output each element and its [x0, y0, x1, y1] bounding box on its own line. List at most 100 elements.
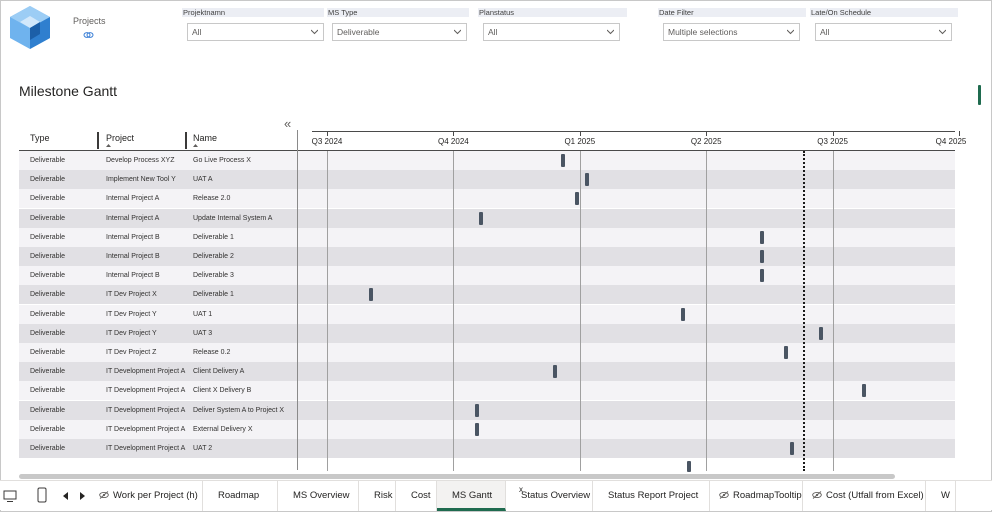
row-type: Deliverable [30, 291, 66, 299]
row-project: IT Dev Project Z [106, 349, 157, 356]
tab-cost-utfall-from-excel[interactable]: Cost (Utfall from Excel) [803, 481, 926, 511]
slicer-dropdown[interactable]: All [187, 23, 324, 41]
axis-tick-label: Q2 2025 [690, 137, 722, 146]
tab-status-overview[interactable]: Status Overview [506, 481, 593, 511]
close-tab-icon[interactable]: x [519, 485, 523, 494]
quarter-gridline [706, 151, 708, 471]
column-resize-handle[interactable] [185, 132, 187, 149]
row-name: UAT 1 [193, 310, 213, 318]
axis-tick [579, 131, 581, 136]
row-type: Deliverable [30, 272, 66, 280]
tab-ms-overview[interactable]: MS Overview [278, 481, 359, 511]
slicer-value: All [820, 27, 830, 37]
milestone-marker[interactable] [862, 384, 867, 398]
row-type: Deliverable [30, 349, 66, 356]
table-row[interactable]: Deliverable Internal Project A Update Inte… [19, 208, 955, 228]
tab-label: Status Overview [521, 490, 591, 501]
scroll-right-icon[interactable] [79, 492, 85, 500]
table-row[interactable]: Deliverable IT Development Project A Clien… [19, 381, 955, 401]
table-row[interactable]: Deliverable IT Development Project A UAT 2 [19, 439, 955, 458]
axis-tick [959, 131, 960, 136]
tab-w[interactable]: W [926, 481, 956, 511]
column-resize-handle[interactable] [97, 132, 99, 149]
milestone-marker[interactable] [783, 346, 788, 359]
milestone-marker[interactable] [681, 307, 686, 321]
table-row[interactable]: Deliverable IT Development Project A Exter… [19, 419, 955, 439]
table-row[interactable]: Deliverable IT Dev Project Z Release 0.2 [19, 343, 955, 362]
table-row[interactable]: Deliverable IT Development Project A Clien… [19, 362, 955, 382]
row-project: Internal Project A [106, 195, 160, 203]
row-name: Update Internal System A [193, 214, 273, 222]
row-type: Deliverable [30, 368, 66, 376]
tab-status-report-project[interactable]: Status Report Project [593, 481, 710, 511]
milestone-marker[interactable] [686, 461, 691, 472]
chevron-down-icon [607, 29, 614, 35]
slicer-projektnamn: Projektnamn All [182, 8, 324, 44]
table-row[interactable]: Deliverable IT Dev Project Y UAT 3 [19, 323, 955, 343]
tab-label: Status Report Project [608, 490, 699, 501]
slicer-dropdown[interactable]: All [815, 23, 952, 41]
milestone-marker[interactable] [819, 326, 824, 340]
scroll-left-icon[interactable] [63, 492, 69, 500]
row-name: Deliverable 3 [193, 272, 234, 280]
row-project: Develop Process XYZ [106, 157, 175, 164]
tab-work-per-project-h[interactable]: Work per Project (h) [90, 481, 203, 511]
horizontal-scrollbar[interactable] [19, 474, 895, 479]
milestone-marker[interactable] [759, 250, 764, 263]
row-type: Deliverable [30, 214, 66, 222]
milestone-marker[interactable] [759, 230, 764, 244]
tab-label: Cost [411, 490, 431, 501]
table-row[interactable]: Deliverable Internal Project A Release 2.0 [19, 189, 955, 209]
milestone-marker[interactable] [475, 403, 480, 417]
row-project: Internal Project B [106, 272, 160, 280]
axis-tick [832, 131, 834, 136]
link-icon[interactable] [83, 31, 94, 39]
tab-label: MS Gantt [452, 490, 493, 501]
milestone-marker[interactable] [585, 173, 590, 187]
column-header-type[interactable]: Type [30, 133, 50, 143]
milestone-marker[interactable] [479, 211, 484, 225]
column-header-label: Type [30, 133, 50, 143]
row-name: Client Delivery A [193, 368, 245, 376]
tab-risk[interactable]: Risk [359, 481, 396, 511]
milestone-marker[interactable] [475, 422, 480, 436]
row-project: IT Development Project A [106, 368, 186, 376]
row-type: Deliverable [30, 329, 66, 337]
table-row[interactable]: Deliverable Internal Project B Deliverable… [19, 227, 955, 247]
milestone-marker[interactable] [759, 269, 764, 283]
milestone-marker[interactable] [552, 365, 557, 379]
row-name: Deliverable 2 [193, 253, 234, 260]
milestone-marker[interactable] [790, 442, 795, 455]
row-name: Client X Delivery B [193, 387, 252, 395]
tab-roadmap[interactable]: Roadmap [203, 481, 278, 511]
table-row[interactable]: Deliverable Internal Project B Deliverable… [19, 266, 955, 286]
slicer-dropdown[interactable]: Deliverable [332, 23, 467, 41]
desktop-view-icon[interactable] [3, 489, 17, 503]
row-name: UAT 3 [193, 329, 213, 337]
row-type: Deliverable [30, 387, 66, 395]
row-name: Release 0.2 [193, 349, 231, 356]
table-row[interactable]: Deliverable IT Dev Project X Deliverable 1 [19, 285, 955, 305]
column-header-name[interactable]: Name [193, 133, 217, 147]
table-row[interactable]: Deliverable IT Dev Project Y UAT 1 [19, 304, 955, 324]
tab-ms-gantt[interactable]: MS Gantt [437, 481, 506, 511]
table-row[interactable]: Deliverable Develop Process XYZ Go Live Pr… [19, 151, 955, 170]
milestone-marker[interactable] [561, 154, 566, 167]
table-row[interactable]: Deliverable Implement New Tool Y UAT A [19, 170, 955, 190]
hidden-page-icon [99, 491, 109, 500]
tab-label: Risk [374, 490, 393, 501]
collapse-icon[interactable]: « [284, 116, 291, 131]
mobile-view-icon[interactable] [37, 487, 47, 503]
slicer-dropdown[interactable]: Multiple selections [663, 23, 800, 41]
visual-focus-handle[interactable] [978, 85, 981, 105]
tab-label: RoadmapTooltip [733, 490, 802, 501]
slicer-dropdown[interactable]: All [483, 23, 620, 41]
row-name: UAT A [193, 176, 213, 184]
milestone-marker[interactable] [575, 192, 580, 206]
table-row[interactable]: Deliverable IT Development Project A Deliv… [19, 400, 955, 420]
column-header-project[interactable]: Project [106, 133, 134, 147]
table-row[interactable]: Deliverable Internal Project B Deliverable… [19, 247, 955, 266]
milestone-marker[interactable] [369, 288, 374, 302]
tab-cost[interactable]: Cost [396, 481, 437, 511]
tab-roadmaptooltip[interactable]: RoadmapTooltip [710, 481, 803, 511]
